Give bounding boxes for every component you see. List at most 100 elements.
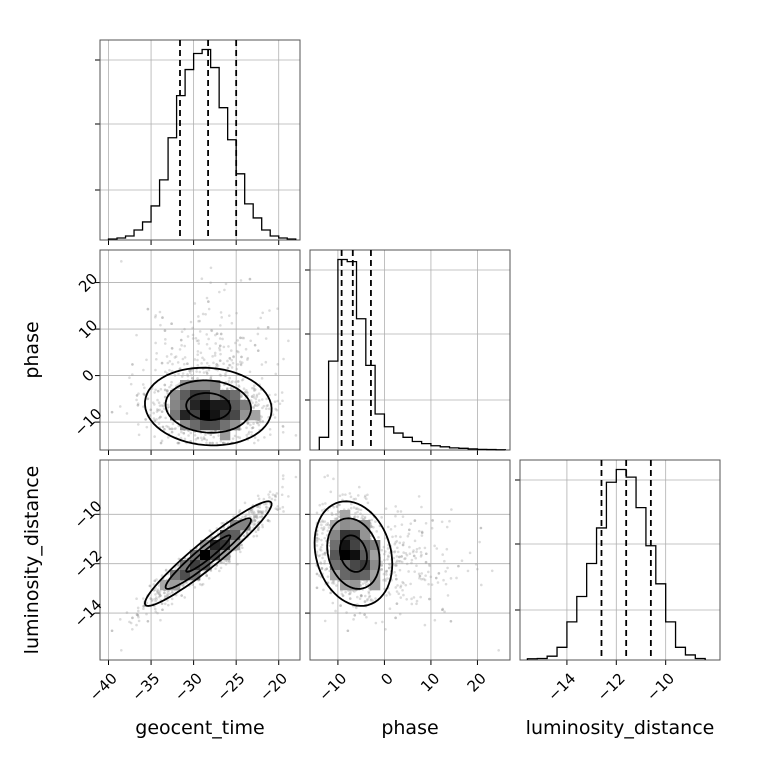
sample-point	[240, 543, 243, 547]
sample-point	[213, 351, 217, 355]
sample-point	[260, 398, 264, 401]
sample-point	[385, 569, 388, 573]
sample-point	[281, 424, 285, 428]
sample-point	[173, 374, 177, 377]
sample-point	[260, 516, 264, 519]
density-cell	[340, 520, 351, 531]
sample-point	[209, 374, 213, 378]
sample-point	[131, 373, 134, 376]
sample-point	[131, 627, 134, 631]
sample-point	[427, 562, 431, 566]
sample-point	[170, 430, 174, 434]
panel-frame	[99, 459, 301, 661]
sample-point	[168, 592, 172, 596]
sample-point	[255, 515, 259, 519]
sample-point	[254, 530, 258, 533]
sample-point	[252, 514, 256, 518]
sample-point	[136, 613, 140, 617]
sample-point	[387, 555, 390, 559]
sample-point	[370, 525, 373, 528]
density-cell	[170, 400, 181, 411]
sample-point	[346, 629, 350, 633]
sample-point	[408, 552, 412, 556]
sample-point	[335, 584, 338, 587]
sample-point	[433, 618, 437, 622]
sample-point	[268, 427, 272, 431]
sample-point	[128, 376, 131, 379]
sample-point	[221, 441, 225, 445]
sample-point	[215, 332, 219, 336]
sample-point	[239, 336, 242, 340]
sample-point	[249, 423, 252, 427]
sample-point	[180, 330, 184, 333]
sample-point	[404, 583, 408, 587]
density-cell	[190, 410, 201, 421]
sample-point	[183, 327, 186, 331]
sample-point	[207, 307, 211, 311]
sample-point	[394, 534, 398, 538]
sample-point	[276, 307, 279, 310]
sample-point	[329, 591, 332, 595]
density-cell	[340, 570, 351, 581]
sample-point	[252, 393, 256, 397]
sample-point	[158, 592, 161, 596]
sample-point	[163, 428, 166, 431]
sample-point	[375, 530, 379, 533]
sample-point	[253, 515, 256, 519]
sample-point	[162, 404, 165, 408]
sample-point	[281, 474, 285, 477]
sample-point	[183, 344, 187, 348]
density-cell	[190, 560, 201, 571]
sample-point	[201, 312, 205, 316]
sample-point	[408, 545, 411, 549]
sample-point	[187, 434, 190, 437]
sample-point	[153, 435, 156, 438]
contour-level-1	[339, 534, 368, 573]
sample-point	[229, 386, 233, 390]
density-cell	[210, 420, 221, 431]
sample-point	[201, 356, 204, 360]
sample-point	[260, 415, 263, 419]
sample-point	[230, 381, 233, 384]
sample-point	[177, 557, 181, 561]
sample-point	[183, 596, 187, 599]
density-cell	[240, 520, 251, 531]
sample-point	[280, 493, 284, 497]
sample-point	[457, 564, 460, 568]
sample-point	[246, 356, 250, 360]
sample-point	[163, 395, 167, 399]
sample-point	[170, 352, 173, 356]
sample-point	[219, 374, 223, 377]
sample-point	[353, 515, 356, 519]
sample-point	[145, 425, 149, 429]
sample-point	[330, 511, 334, 515]
sample-point	[239, 395, 243, 398]
sample-point	[157, 401, 161, 404]
sample-point	[118, 618, 122, 621]
sample-point	[256, 421, 259, 425]
sample-point	[380, 564, 384, 567]
sample-point	[276, 508, 279, 511]
sample-point	[468, 551, 472, 555]
sample-point	[253, 343, 257, 347]
sample-point	[239, 336, 242, 340]
sample-point	[205, 441, 208, 445]
sample-point	[156, 408, 159, 411]
sample-point	[201, 582, 205, 586]
sample-point	[384, 579, 387, 582]
sample-point	[142, 368, 145, 372]
sample-point	[193, 358, 197, 361]
sample-point	[394, 586, 398, 589]
sample-point	[194, 438, 198, 441]
sample-point	[384, 507, 388, 510]
sample-point	[455, 576, 458, 580]
sample-point	[255, 404, 259, 408]
sample-point	[198, 330, 202, 333]
sample-point	[196, 358, 199, 362]
sample-point	[367, 591, 371, 595]
sample-point	[159, 415, 162, 419]
sample-point	[205, 333, 209, 336]
sample-point	[261, 311, 264, 315]
sample-point	[170, 369, 174, 373]
